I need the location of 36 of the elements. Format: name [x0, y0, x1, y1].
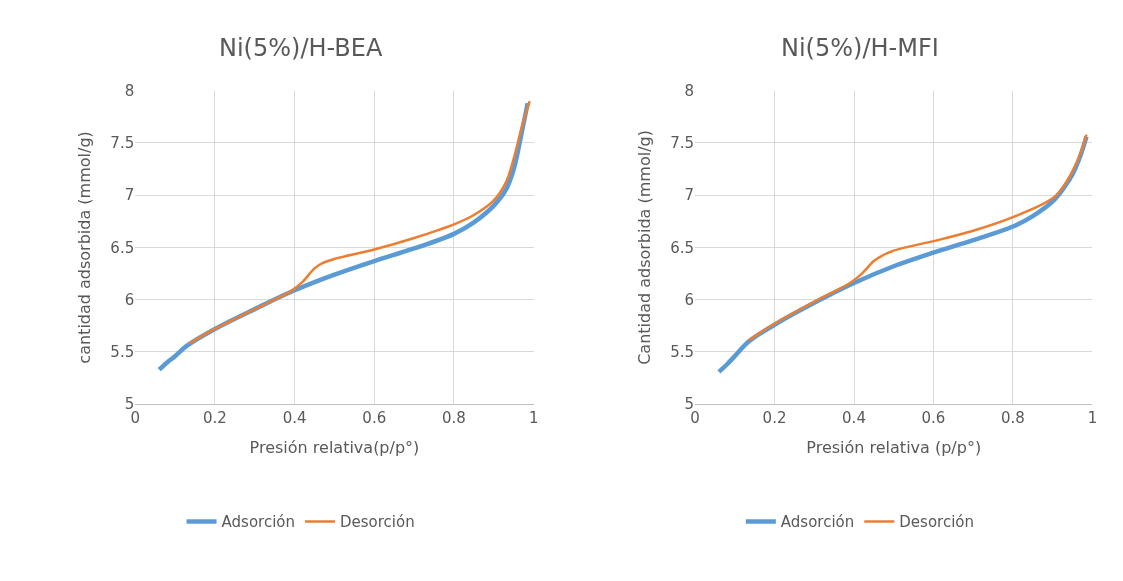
y-tick-label: 6: [684, 290, 695, 309]
y-tick-label: 8: [684, 81, 695, 100]
x-axis-title: Presión relativa(p/p°): [249, 437, 420, 457]
y-tick-label: 7: [684, 186, 695, 205]
chart-title: Ni(5%)/H-MFI: [781, 34, 939, 62]
x-tick-label: 0.2: [762, 409, 787, 428]
x-tick-label: 0.4: [282, 409, 307, 428]
y-axis-title: Cantidad adsorbida (mmol/g): [635, 130, 655, 365]
x-axis-title: Presión relativa (p/p°): [806, 437, 982, 457]
legend-label: Desorción: [340, 513, 415, 532]
y-tick-label: 6: [124, 290, 135, 309]
x-tick-label: 0.6: [921, 409, 946, 428]
legend-label: Adsorción: [221, 513, 296, 532]
line-series: [747, 133, 1088, 342]
y-axis-title: cantidad adsorbida (mmol/g): [75, 131, 95, 364]
line-series: [187, 99, 531, 345]
x-tick-label: 0: [130, 409, 140, 428]
x-tick-label: 0: [690, 409, 700, 428]
y-tick-label: 7: [124, 186, 135, 205]
y-tick-label: 7.5: [110, 134, 135, 153]
legend-label: Desorción: [899, 513, 975, 532]
legend-label: Adsorción: [780, 513, 855, 532]
x-tick-label: 1: [1087, 409, 1098, 428]
y-tick-label: 6.5: [110, 238, 135, 257]
y-tick-label: 5.5: [110, 343, 135, 362]
x-tick-label: 1: [528, 409, 539, 428]
y-tick-label: 7.5: [670, 134, 695, 153]
x-tick-label: 0.8: [1001, 409, 1025, 428]
x-tick-label: 0.2: [202, 409, 227, 428]
chart-title: Ni(5%)/H-BEA: [219, 34, 383, 62]
x-tick-label: 0.8: [442, 409, 466, 428]
y-tick-label: 5.5: [670, 343, 695, 362]
y-tick-label: 6.5: [670, 238, 695, 257]
y-tick-label: 8: [124, 81, 135, 100]
x-tick-label: 0.6: [362, 409, 387, 428]
x-tick-label: 0.4: [842, 409, 866, 428]
